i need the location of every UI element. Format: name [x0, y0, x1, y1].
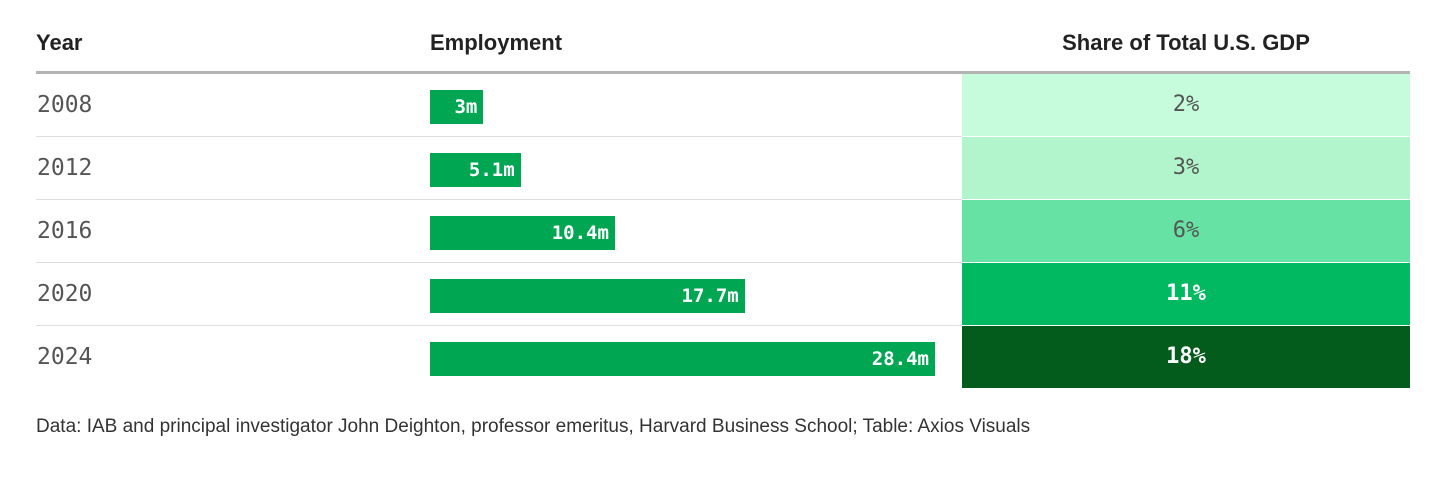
employment-bar: 28.4m [430, 342, 935, 376]
year-cell: 2024 [37, 344, 93, 370]
gdp-share-cell: 2% [962, 74, 1410, 136]
gdp-share-cell: 18% [962, 326, 1410, 388]
row-divider [36, 136, 962, 137]
employment-bar: 5.1m [430, 153, 521, 187]
employment-bar: 17.7m [430, 279, 745, 313]
table-row: 2020 17.7m 11% [36, 263, 1410, 326]
employment-bar: 10.4m [430, 216, 615, 250]
year-cell: 2016 [37, 218, 93, 244]
row-divider [36, 262, 962, 263]
gdp-share-cell: 11% [962, 263, 1410, 325]
gdp-share-cell: 6% [962, 200, 1410, 262]
table-header-gdp-share: Share of Total U.S. GDP [1062, 30, 1310, 55]
year-cell: 2020 [37, 281, 93, 307]
table-header-year: Year [36, 30, 83, 55]
table-header-employment: Employment [430, 30, 563, 55]
source-note: Data: IAB and principal investigator Joh… [36, 416, 1031, 437]
table-row: 2012 5.1m 3% [36, 137, 1410, 200]
gdp-share-cell: 3% [962, 137, 1410, 199]
year-cell: 2012 [37, 155, 93, 181]
row-divider [36, 325, 962, 326]
employment-bar: 3m [430, 90, 484, 124]
year-cell: 2008 [37, 92, 93, 118]
table-row: 2016 10.4m 6% [36, 200, 1410, 263]
table-row: 2024 28.4m 18% [36, 326, 1410, 389]
row-divider [36, 199, 962, 200]
header-rule [36, 71, 1410, 74]
table-row: 2008 3m 2% [36, 74, 1410, 137]
